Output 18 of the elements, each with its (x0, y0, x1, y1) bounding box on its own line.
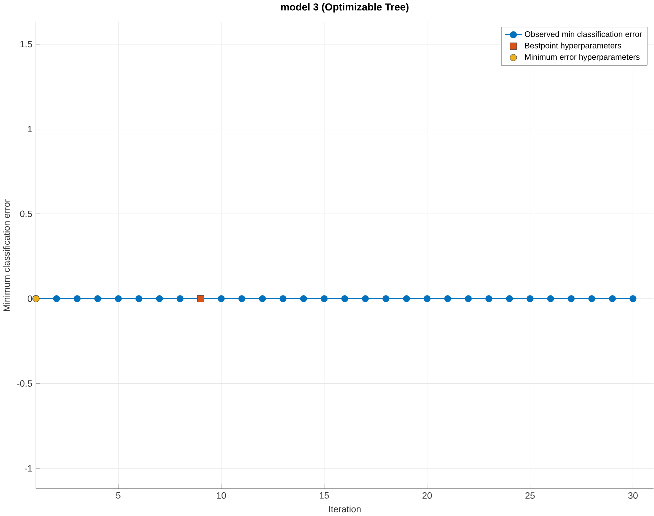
x-tick-label: 25 (526, 492, 535, 499)
y-tick-label: 0 (28, 296, 32, 302)
x-tick-label: 10 (217, 492, 226, 499)
y-tick-label: -1 (24, 465, 32, 472)
legend-label: Minimum error hyperparameters (525, 54, 640, 62)
chart-title: model 3 (Optimizable Tree) (281, 3, 409, 13)
y-tick-label: 0.5 (20, 210, 32, 218)
y-axis-title: Minimum classification error (3, 200, 10, 312)
x-tick-label: 30 (628, 492, 638, 499)
x-tick-label: 15 (320, 492, 330, 499)
legend-label: Observed min classification error (525, 31, 642, 38)
x-tick-label: 20 (422, 492, 432, 499)
y-tick-label: 1 (28, 126, 32, 132)
y-tick-label: -0.5 (17, 380, 32, 388)
x-axis-title: Iteration (329, 506, 361, 513)
y-tick-label: 1.5 (20, 41, 32, 48)
x-tick-label: 5 (116, 492, 121, 499)
legend-label: Bestpoint hyperparameters (525, 42, 622, 50)
